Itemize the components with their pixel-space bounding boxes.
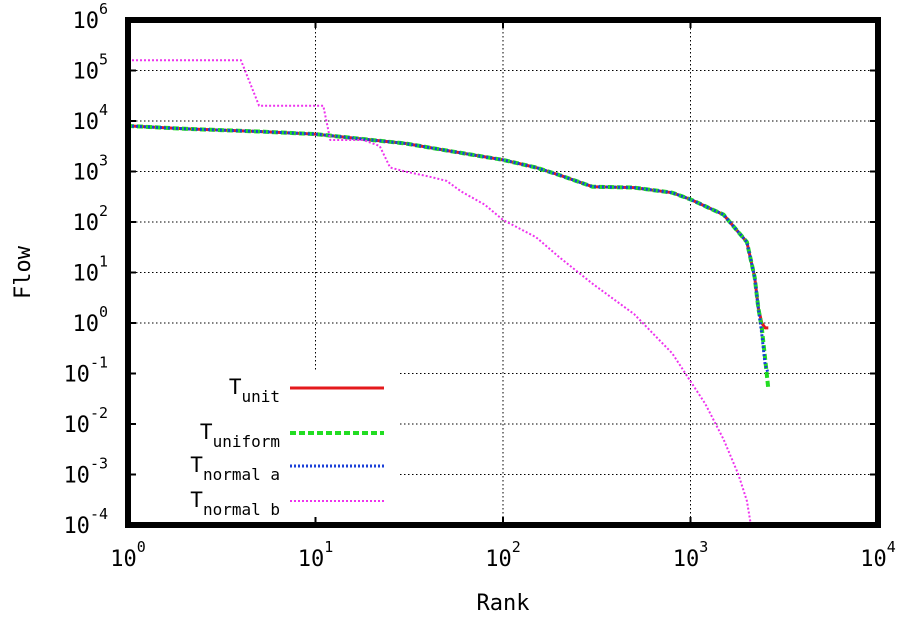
y-tick-label-base: 10	[72, 211, 99, 236]
x-tick-label-base: 10	[673, 547, 700, 572]
legend-label-main: T	[190, 453, 203, 477]
legend-label-main: T	[190, 488, 203, 512]
y-tick-label-exp: -2	[90, 404, 108, 422]
y-tick-label-exp: -1	[90, 354, 108, 372]
x-tick-label: 103	[673, 538, 709, 572]
y-tick-label-exp: 6	[99, 0, 108, 18]
y-tick-label-exp: -3	[90, 455, 108, 473]
y-axis-title: Flow	[11, 245, 36, 299]
y-tick-label-exp: 0	[99, 303, 108, 321]
legend-label-main: T	[200, 420, 213, 444]
y-tick-label: 105	[72, 51, 108, 85]
ticks	[127, 19, 879, 526]
x-tick-label: 102	[485, 538, 521, 572]
y-tick-label: 100	[72, 303, 108, 337]
x-tick-label: 104	[860, 538, 896, 572]
series-line-1	[127, 123, 771, 389]
y-tick-label-exp: 4	[99, 101, 108, 119]
x-tick-label-exp: 4	[887, 538, 896, 556]
legend-label-main: T	[229, 375, 242, 399]
x-tick-label: 100	[110, 538, 146, 572]
y-tick-label-base: 10	[72, 312, 99, 337]
y-tick-label-base: 10	[63, 514, 90, 539]
legend-label-sub: normal b	[203, 500, 280, 519]
y-tick-label: 102	[72, 202, 108, 236]
y-tick-label-exp: 2	[99, 202, 108, 220]
legend-label-1: Tuniform	[200, 420, 280, 451]
legend-label-sub: unit	[241, 387, 280, 406]
x-tick-label-base: 10	[860, 547, 887, 572]
y-tick-label-base: 10	[72, 161, 99, 186]
y-tick-label-base: 10	[72, 262, 99, 287]
series-line-3	[128, 59, 752, 526]
x-tick-label-base: 10	[485, 547, 512, 572]
y-tick-label: 104	[72, 101, 108, 135]
y-tick-label: 101	[72, 253, 108, 287]
y-tick-label: 10-4	[63, 505, 108, 539]
y-tick-label-base: 10	[72, 60, 99, 85]
x-tick-label-base: 10	[110, 547, 137, 572]
y-tick-label-exp: -4	[90, 505, 108, 523]
x-axis-title: Rank	[477, 591, 530, 616]
x-tick-label: 101	[298, 538, 334, 572]
legend-label-2: Tnormal a	[190, 453, 280, 484]
x-tick-label-base: 10	[298, 547, 325, 572]
x-tick-label-exp: 1	[324, 538, 333, 556]
y-tick-label: 10-1	[63, 354, 108, 388]
legend-label-3: Tnormal b	[190, 488, 280, 519]
y-tick-label-base: 10	[63, 413, 90, 438]
y-tick-label-base: 10	[72, 110, 99, 135]
y-tick-label: 106	[72, 0, 108, 34]
y-tick-label-exp: 1	[99, 253, 108, 271]
y-tick-label-exp: 5	[99, 51, 108, 69]
y-tick-label-base: 10	[72, 9, 99, 34]
x-tick-label-exp: 2	[512, 538, 521, 556]
legend-label-sub: normal a	[203, 465, 280, 484]
x-tick-label-exp: 3	[699, 538, 708, 556]
tick-labels: 100 101 102 103 10410-410-310-210-1100101102…	[63, 0, 895, 572]
legend-label-0: Tunit	[229, 375, 280, 406]
y-tick-label-exp: 3	[99, 152, 108, 170]
y-tick-label-base: 10	[63, 464, 90, 489]
y-tick-label: 103	[72, 152, 108, 186]
y-tick-label: 10-2	[63, 404, 108, 438]
x-tick-label-exp: 0	[137, 538, 146, 556]
legend-label-sub: uniform	[213, 432, 280, 451]
y-tick-label: 10-3	[63, 455, 108, 489]
y-tick-label-base: 10	[63, 363, 90, 388]
series-group	[127, 59, 771, 526]
